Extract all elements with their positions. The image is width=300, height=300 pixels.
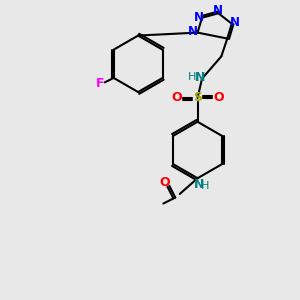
Text: F: F [95, 77, 104, 90]
Text: H: H [201, 181, 209, 191]
Text: O: O [213, 92, 224, 104]
Text: N: N [194, 11, 204, 24]
Text: O: O [171, 92, 182, 104]
Text: N: N [195, 71, 206, 84]
Text: S: S [193, 92, 202, 104]
Text: O: O [160, 176, 170, 189]
Text: N: N [194, 178, 204, 191]
Text: N: N [188, 25, 198, 38]
Text: N: N [230, 16, 240, 29]
Text: N: N [213, 4, 224, 17]
Text: H: H [188, 72, 196, 82]
